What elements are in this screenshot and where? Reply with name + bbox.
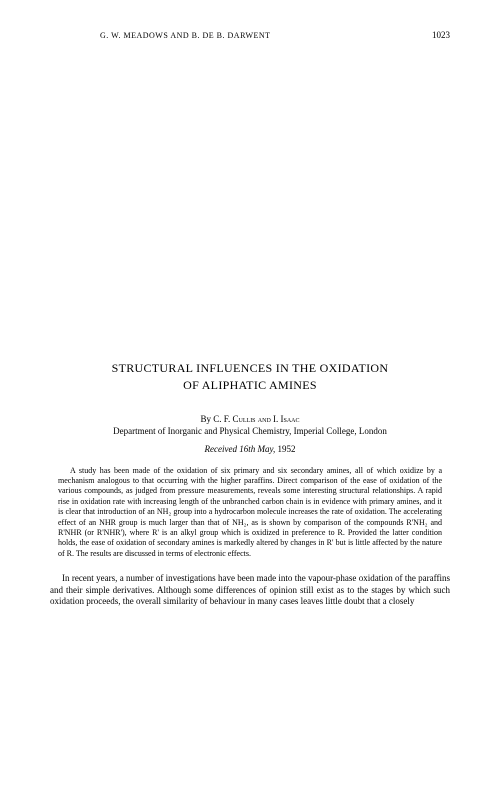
received-date-text: 16th May,	[239, 444, 275, 454]
title-line-2: OF ALIPHATIC AMINES	[183, 378, 317, 392]
byline-prefix: By	[200, 414, 213, 424]
page-number: 1023	[432, 30, 450, 40]
received-prefix: Received	[205, 444, 240, 454]
byline: By C. F. Cullis and I. Isaac	[50, 414, 450, 424]
received-year: 1952	[275, 444, 295, 454]
byline-authors: C. F. Cullis and I. Isaac	[213, 414, 299, 424]
article-title: STRUCTURAL INFLUENCES IN THE OXIDATION O…	[50, 360, 450, 394]
received-date: Received 16th May, 1952	[50, 444, 450, 454]
affiliation: Department of Inorganic and Physical Che…	[50, 426, 450, 436]
title-line-1: STRUCTURAL INFLUENCES IN THE OXIDATION	[112, 361, 389, 375]
header-authors: G. W. MEADOWS AND B. DE B. DARWENT	[100, 31, 271, 40]
page-header: G. W. MEADOWS AND B. DE B. DARWENT 1023	[50, 30, 450, 40]
body-paragraph: In recent years, a number of investigati…	[50, 573, 450, 608]
abstract-text: A study has been made of the oxidation o…	[50, 466, 450, 560]
